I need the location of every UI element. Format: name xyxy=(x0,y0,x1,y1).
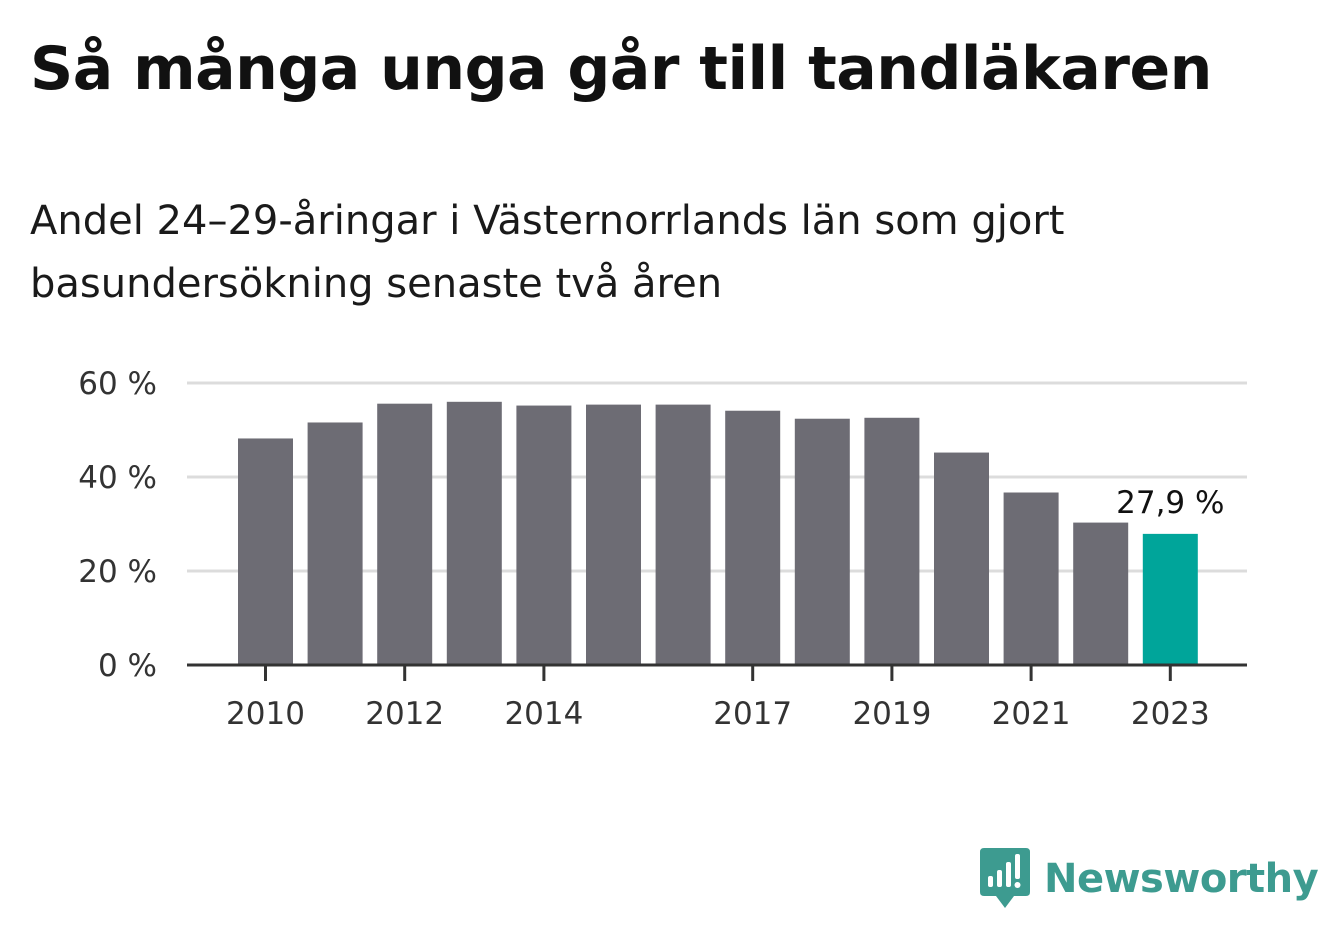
bar-2013 xyxy=(446,401,502,665)
x-tick-label: 2019 xyxy=(852,696,931,732)
newsworthy-logo-icon xyxy=(980,848,1030,908)
brand-name: Newsworthy xyxy=(1044,856,1319,902)
gridlines xyxy=(187,381,1247,573)
bar-2010 xyxy=(238,438,293,665)
newsworthy-logo[interactable]: Newsworthy xyxy=(980,848,1319,910)
chart-subtitle: Andel 24–29-åringar i Västernorrlands lä… xyxy=(30,198,1065,307)
x-tick-label: 2021 xyxy=(992,696,1071,732)
y-tick-label: 0 % xyxy=(98,648,157,684)
bar-2011 xyxy=(307,422,363,665)
data-labels: 27,9 % xyxy=(1116,485,1224,521)
bar-2014 xyxy=(516,405,572,665)
bar-2018 xyxy=(794,418,850,665)
x-axis-labels: 2010 2012 2014 2017 2019 2021 2023 xyxy=(226,696,1210,732)
bar-2022 xyxy=(1073,522,1129,665)
x-tick-label: 2010 xyxy=(226,696,305,732)
bar-2020 xyxy=(934,452,989,665)
x-tick-label: 2014 xyxy=(504,696,583,732)
chart-title: Så många unga går till tandläkaren xyxy=(30,34,1212,104)
data-label-2023: 27,9 % xyxy=(1116,485,1224,521)
bar-2012 xyxy=(377,403,433,665)
y-tick-label: 20 % xyxy=(78,554,157,590)
bar-2015 xyxy=(586,404,641,665)
x-tick-label: 2023 xyxy=(1131,696,1210,732)
bar-2021 xyxy=(1003,492,1059,665)
y-tick-label: 60 % xyxy=(78,366,157,402)
bar-series xyxy=(238,401,1198,665)
y-tick-label: 40 % xyxy=(78,460,157,496)
bar-2023 xyxy=(1142,533,1198,665)
bar-2017 xyxy=(725,410,781,665)
x-tick-label: 2017 xyxy=(713,696,792,732)
bar-2019 xyxy=(864,417,920,665)
bar-2016 xyxy=(655,404,711,665)
x-axis xyxy=(187,663,1247,681)
x-tick-label: 2012 xyxy=(365,696,444,732)
y-axis-labels: 0 % 20 % 40 % 60 % xyxy=(78,366,157,684)
